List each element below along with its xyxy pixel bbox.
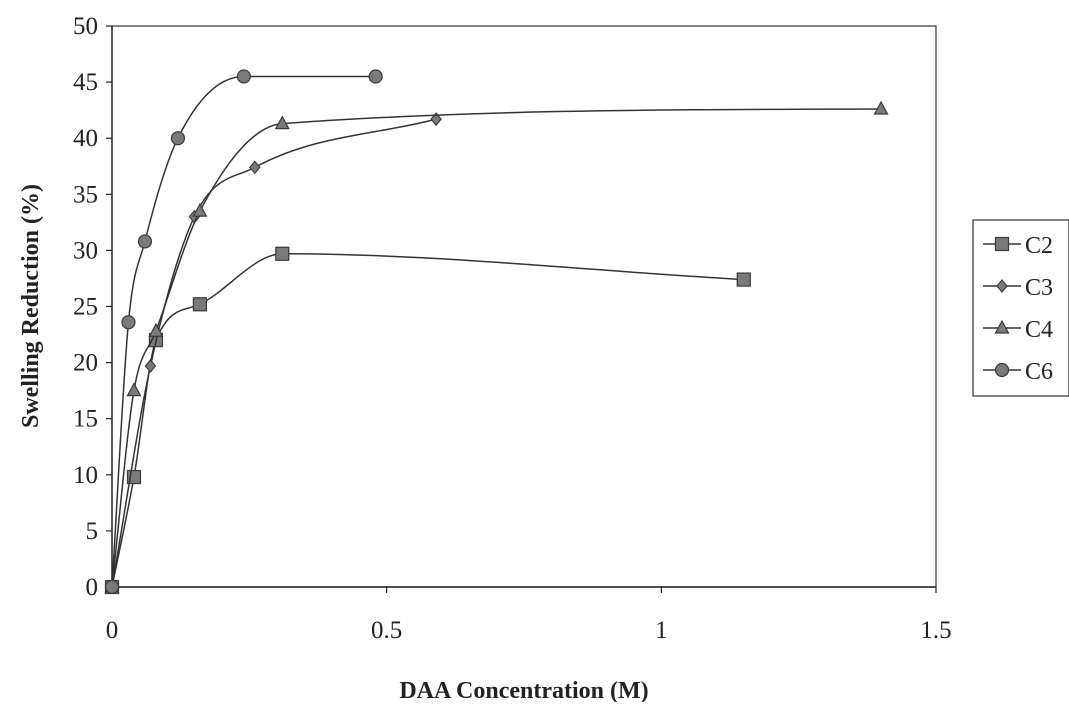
x-tick-label: 0 — [106, 617, 119, 644]
series-layer — [104, 69, 889, 595]
series-line-c3 — [111, 118, 437, 588]
data-point-c6 — [121, 315, 136, 330]
data-point-c4 — [148, 322, 164, 337]
legend-label-c6: C6 — [1025, 359, 1053, 385]
data-point-c4 — [873, 100, 889, 115]
data-point-c2 — [275, 246, 290, 261]
legend-box — [972, 219, 1069, 397]
y-tick-label: 20 — [73, 350, 98, 377]
y-tick-label: 15 — [73, 406, 98, 433]
legend-marker-c4 — [994, 319, 1010, 334]
legend-entry-c6: C6 — [983, 359, 1053, 385]
data-point-c2 — [736, 272, 751, 287]
data-point-c3 — [144, 359, 157, 373]
y-tick-label: 30 — [73, 237, 98, 264]
legend-marker-c3 — [996, 279, 1008, 293]
x-tick-label: 0.5 — [371, 617, 402, 644]
legend-entry-c3: C3 — [983, 275, 1053, 301]
legend: C2 C3 C4 C6 — [972, 219, 1069, 397]
legend-marker-c6 — [994, 362, 1010, 378]
data-point-c6 — [236, 69, 251, 84]
y-tick-label: 50 — [73, 13, 98, 40]
x-tick-label: 1 — [655, 617, 668, 644]
data-point-c4 — [126, 382, 142, 397]
series-c2 — [104, 246, 751, 595]
series-c3 — [106, 112, 442, 594]
y-tick-label: 10 — [73, 462, 98, 489]
plot-frame — [111, 25, 937, 588]
y-tick-label: 35 — [73, 181, 98, 208]
y-tick-label: 5 — [86, 518, 99, 545]
data-point-c3 — [249, 160, 261, 175]
x-axis-title: DAA Concentration (M) — [399, 678, 648, 702]
legend-label-c3: C3 — [1025, 275, 1053, 301]
y-tick-label: 0 — [86, 574, 99, 601]
data-point-c6 — [368, 69, 383, 84]
y-ticks: 0 5 10 15 20 25 30 35 40 45 50 — [73, 13, 112, 601]
legend-label-c2: C2 — [1025, 233, 1053, 259]
series-line-c4 — [111, 108, 882, 588]
series-line-c6 — [111, 75, 376, 588]
legend-label-c4: C4 — [1025, 317, 1053, 343]
data-point-c6 — [104, 579, 120, 595]
data-point-c3 — [430, 112, 442, 127]
x-tick-label: 1.5 — [920, 617, 951, 644]
y-tick-label: 45 — [73, 69, 98, 96]
legend-entry-c4: C4 — [983, 317, 1053, 343]
data-point-c6 — [137, 234, 153, 249]
data-point-c4 — [192, 202, 208, 217]
y-tick-label: 25 — [73, 294, 98, 321]
y-axis-title: Swelling Reduction (%) — [18, 184, 44, 428]
data-point-c2 — [192, 297, 207, 312]
data-point-c6 — [170, 131, 186, 146]
series-c4 — [104, 100, 889, 593]
series-c6 — [104, 69, 383, 595]
x-ticks: 0 0.5 1 1.5 — [106, 587, 952, 644]
legend-marker-c2 — [994, 236, 1010, 252]
y-tick-label: 40 — [73, 125, 98, 152]
legend-entry-c2: C2 — [983, 233, 1053, 259]
data-point-c4 — [274, 115, 290, 130]
